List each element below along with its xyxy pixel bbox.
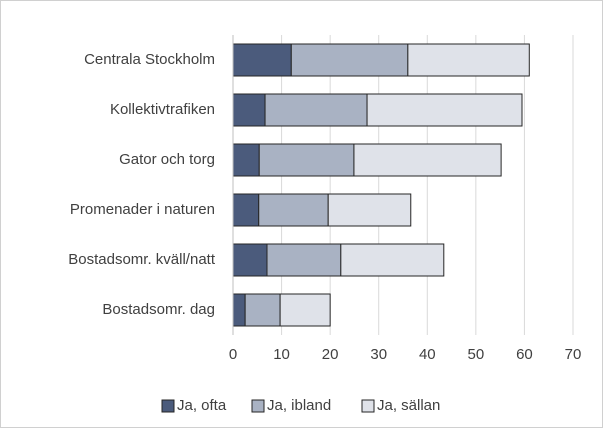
legend-swatch <box>161 399 175 413</box>
bar-segment <box>232 193 260 227</box>
bar-segment <box>340 243 445 277</box>
x-tick-label: 0 <box>229 346 237 363</box>
bar-segment <box>232 43 292 77</box>
y-tick-label: Kollektivtrafiken <box>110 101 215 118</box>
bar-segment <box>258 193 329 227</box>
bar-segment <box>244 293 281 327</box>
bar-segment <box>232 93 266 127</box>
bar-segment <box>327 193 412 227</box>
legend-swatch <box>251 399 265 413</box>
bar-segment <box>366 93 523 127</box>
bar-segment <box>266 243 342 277</box>
y-tick-label: Promenader i naturen <box>70 201 215 218</box>
bar-segment <box>264 93 368 127</box>
legend-swatch <box>361 399 375 413</box>
bar-segment <box>279 293 331 327</box>
bar-segment <box>232 293 246 327</box>
legend-label: Ja, ibland <box>267 397 331 414</box>
y-tick-label: Bostadsomr. dag <box>102 301 215 318</box>
x-tick-label: 30 <box>370 346 387 363</box>
bar-segment <box>258 143 355 177</box>
bar-segment <box>290 43 409 77</box>
x-tick-label: 20 <box>322 346 339 363</box>
x-tick-label: 40 <box>419 346 436 363</box>
x-tick-label: 70 <box>565 346 582 363</box>
x-tick-label: 60 <box>516 346 533 363</box>
legend-label: Ja, sällan <box>377 397 440 414</box>
y-tick-label: Gator och torg <box>119 151 215 168</box>
x-tick-label: 10 <box>273 346 290 363</box>
y-tick-label: Centrala Stockholm <box>84 51 215 68</box>
bar-segment <box>232 143 260 177</box>
x-tick-label: 50 <box>468 346 485 363</box>
y-tick-label: Bostadsomr. kväll/natt <box>68 251 216 268</box>
bar-segment <box>407 43 530 77</box>
bar-segment <box>232 243 268 277</box>
legend-label: Ja, ofta <box>177 397 227 414</box>
bar-segment <box>353 143 502 177</box>
